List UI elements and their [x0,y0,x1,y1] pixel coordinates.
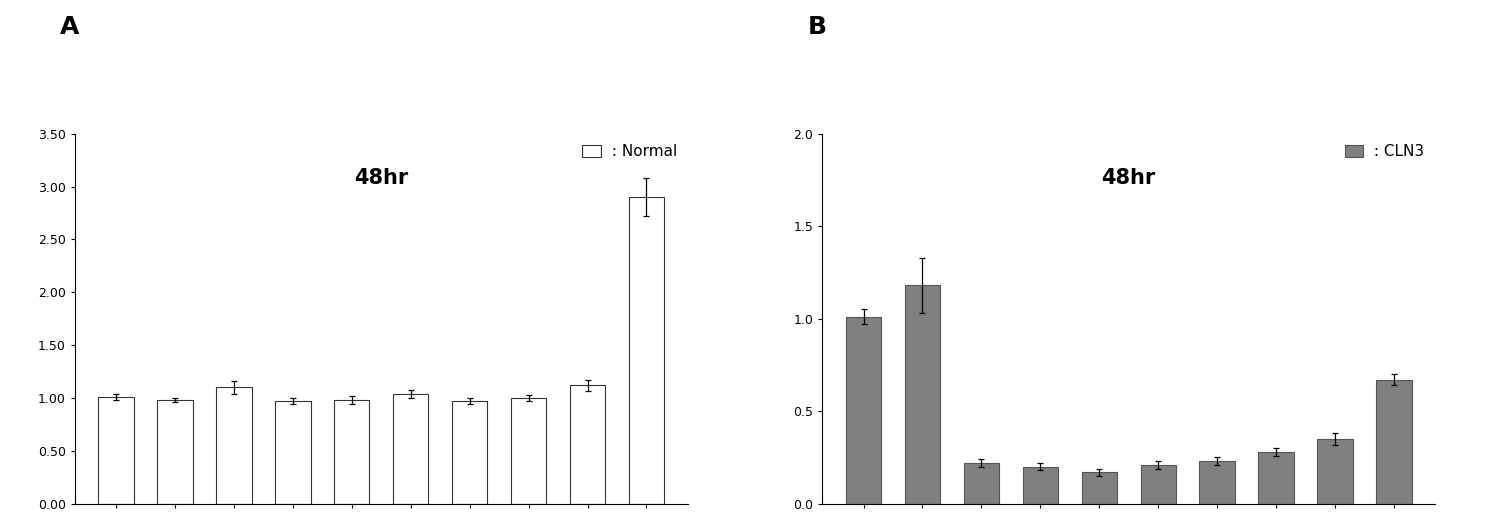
Bar [570,386,605,504]
Bar [1317,439,1353,504]
Bar [1377,380,1411,504]
Bar [1259,452,1293,504]
Text: B: B [807,15,827,40]
Bar [511,398,546,504]
Legend:  : Normal: : Normal [579,141,680,162]
Bar [964,463,999,504]
Bar [904,285,940,504]
Bar [1199,461,1235,504]
Bar [846,317,881,504]
Bar [1023,467,1058,504]
Text: A: A [60,15,79,40]
Legend:  : CLN3: : CLN3 [1343,141,1428,162]
Bar [275,401,311,504]
Text: 48hr: 48hr [354,168,408,188]
Bar [451,401,487,504]
Bar [333,400,369,504]
Bar [157,400,193,504]
Bar [1141,465,1177,504]
Bar [99,397,133,504]
Bar [393,394,429,504]
Bar [629,197,664,504]
Bar [1081,472,1117,504]
Bar [217,388,251,504]
Text: 48hr: 48hr [1102,168,1156,188]
